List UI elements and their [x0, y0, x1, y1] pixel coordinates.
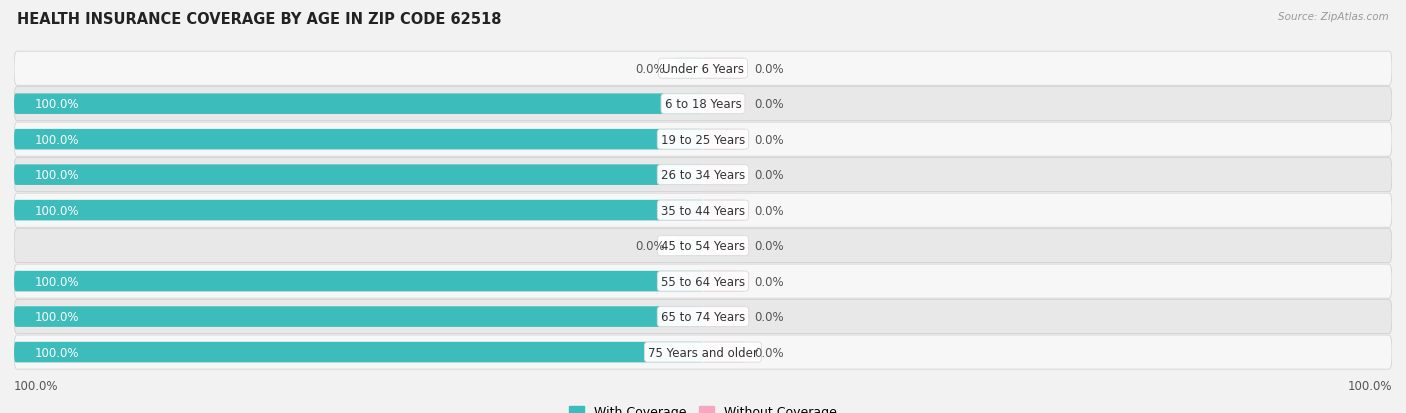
Text: 100.0%: 100.0% [35, 98, 79, 111]
FancyBboxPatch shape [14, 158, 1392, 192]
FancyBboxPatch shape [14, 200, 703, 221]
Text: 100.0%: 100.0% [35, 169, 79, 182]
FancyBboxPatch shape [703, 200, 744, 221]
Text: 0.0%: 0.0% [755, 169, 785, 182]
Text: 0.0%: 0.0% [755, 346, 785, 359]
Text: 19 to 25 Years: 19 to 25 Years [661, 133, 745, 146]
FancyBboxPatch shape [14, 123, 1392, 157]
FancyBboxPatch shape [14, 335, 1392, 369]
FancyBboxPatch shape [703, 94, 744, 115]
Text: 100.0%: 100.0% [35, 204, 79, 217]
Text: 0.0%: 0.0% [755, 133, 785, 146]
Text: 6 to 18 Years: 6 to 18 Years [665, 98, 741, 111]
Text: 0.0%: 0.0% [755, 310, 785, 323]
FancyBboxPatch shape [703, 59, 744, 79]
Text: 100.0%: 100.0% [35, 275, 79, 288]
FancyBboxPatch shape [675, 236, 703, 256]
Text: 55 to 64 Years: 55 to 64 Years [661, 275, 745, 288]
FancyBboxPatch shape [14, 94, 703, 115]
Text: 65 to 74 Years: 65 to 74 Years [661, 310, 745, 323]
FancyBboxPatch shape [703, 130, 744, 150]
Text: 0.0%: 0.0% [755, 275, 785, 288]
Text: Source: ZipAtlas.com: Source: ZipAtlas.com [1278, 12, 1389, 22]
FancyBboxPatch shape [14, 88, 1392, 121]
Text: 0.0%: 0.0% [755, 204, 785, 217]
Text: 75 Years and older: 75 Years and older [648, 346, 758, 359]
Text: 100.0%: 100.0% [35, 310, 79, 323]
Text: 100.0%: 100.0% [1347, 379, 1392, 392]
FancyBboxPatch shape [703, 271, 744, 292]
Text: 35 to 44 Years: 35 to 44 Years [661, 204, 745, 217]
Text: 0.0%: 0.0% [755, 62, 785, 76]
Text: 100.0%: 100.0% [35, 133, 79, 146]
Text: 0.0%: 0.0% [636, 62, 665, 76]
FancyBboxPatch shape [703, 342, 744, 363]
FancyBboxPatch shape [14, 300, 1392, 334]
Text: HEALTH INSURANCE COVERAGE BY AGE IN ZIP CODE 62518: HEALTH INSURANCE COVERAGE BY AGE IN ZIP … [17, 12, 502, 27]
Text: Under 6 Years: Under 6 Years [662, 62, 744, 76]
Text: 45 to 54 Years: 45 to 54 Years [661, 240, 745, 252]
Text: 0.0%: 0.0% [755, 98, 785, 111]
FancyBboxPatch shape [14, 165, 703, 185]
FancyBboxPatch shape [14, 130, 703, 150]
Text: 0.0%: 0.0% [636, 240, 665, 252]
FancyBboxPatch shape [14, 271, 703, 292]
FancyBboxPatch shape [14, 264, 1392, 299]
FancyBboxPatch shape [14, 306, 703, 327]
FancyBboxPatch shape [703, 236, 744, 256]
FancyBboxPatch shape [14, 342, 703, 363]
Text: 100.0%: 100.0% [14, 379, 59, 392]
Text: 26 to 34 Years: 26 to 34 Years [661, 169, 745, 182]
FancyBboxPatch shape [14, 229, 1392, 263]
Text: 100.0%: 100.0% [35, 346, 79, 359]
FancyBboxPatch shape [703, 165, 744, 185]
FancyBboxPatch shape [703, 306, 744, 327]
Text: 0.0%: 0.0% [755, 240, 785, 252]
FancyBboxPatch shape [14, 52, 1392, 86]
FancyBboxPatch shape [14, 194, 1392, 228]
FancyBboxPatch shape [675, 59, 703, 79]
Legend: With Coverage, Without Coverage: With Coverage, Without Coverage [564, 401, 842, 413]
